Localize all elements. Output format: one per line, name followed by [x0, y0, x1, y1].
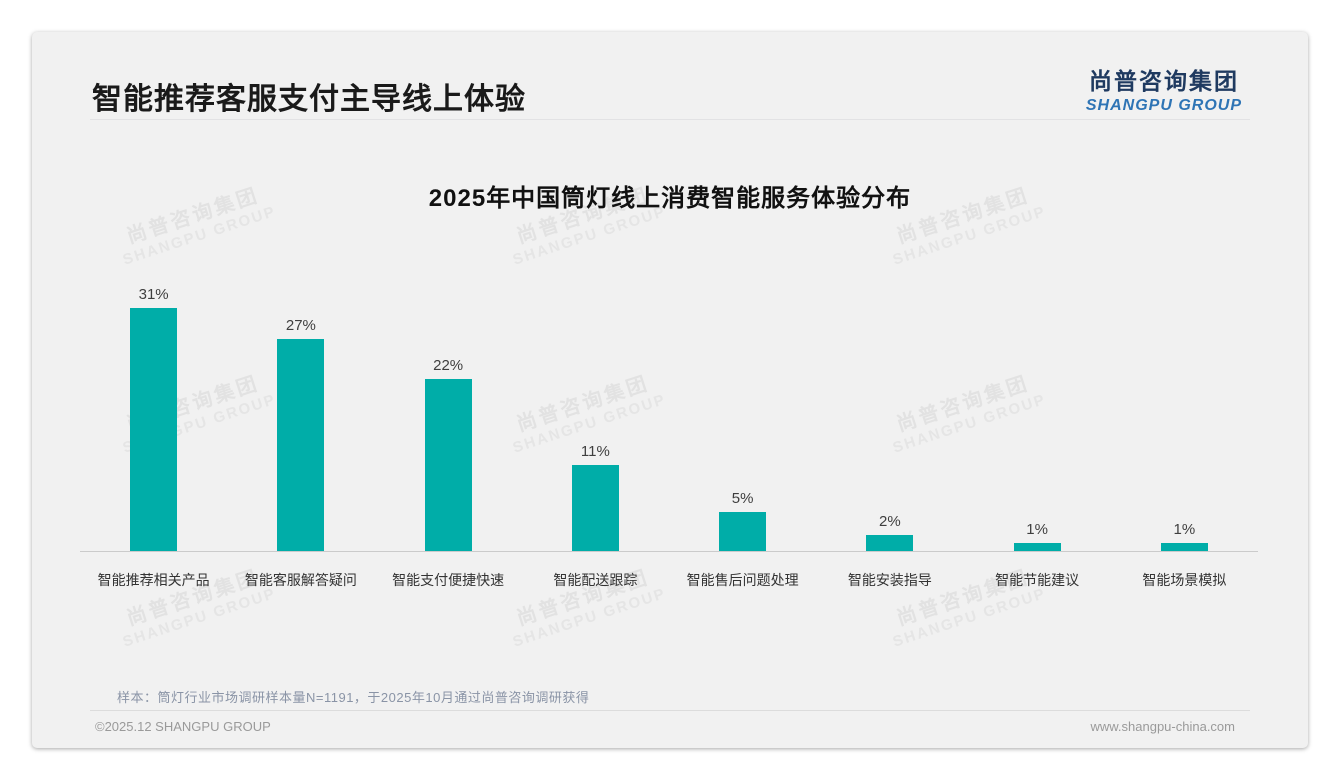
sample-note: 样本：筒灯行业市场调研样本量N=1191，于2025年10月通过尚普咨询调研获得	[117, 690, 590, 705]
logo-english-text: SHANGPU GROUP	[1085, 97, 1242, 114]
category-axis: 智能推荐相关产品 智能客服解答疑问 智能支付便捷快速 智能配送跟踪 智能售后问题处理 智能…	[80, 552, 1258, 590]
page-title: 智能推荐客服支付主导线上体验	[92, 83, 526, 116]
bar	[1013, 543, 1061, 551]
bar-chart-plot: 31% 27% 22% 11% 5% 2% 1% 1%	[80, 272, 1258, 552]
slide-card: 尚普咨询集团 SHANGPU GROUP 尚普咨询集团 SHANGPU GROUP 尚普…	[32, 32, 1308, 748]
bar	[277, 339, 325, 551]
chart-title: 2025年中国筒灯线上消费智能服务体验分布	[428, 185, 912, 212]
bar-value-label: 11%	[580, 443, 610, 460]
bar-value-label: 1%	[1026, 521, 1048, 538]
footer-divider	[90, 710, 1250, 711]
slide-content: 智能推荐客服支付主导线上体验 尚普咨询集团 SHANGPU GROUP 2025…	[32, 32, 1308, 748]
header-divider	[90, 119, 1250, 120]
category-label: 智能配送跟踪	[553, 572, 638, 588]
bar-value-label: 27%	[285, 317, 316, 334]
category-label: 智能客服解答疑问	[244, 572, 357, 588]
copyright-text: ©2025.12 SHANGPU GROUP	[95, 719, 271, 734]
bar-value-label: 5%	[731, 490, 754, 507]
bar-slot: 2%	[816, 513, 963, 551]
bar-slot: 27%	[227, 317, 374, 551]
category-label: 智能安装指导	[847, 572, 932, 588]
category-label: 智能场景模拟	[1142, 572, 1227, 588]
bar-value-label: 31%	[138, 286, 169, 303]
logo-chinese-text: 尚普咨询集团	[1088, 68, 1239, 94]
category-label: 智能支付便捷快速	[392, 572, 505, 588]
category-label: 智能节能建议	[995, 572, 1080, 588]
bar-slot: 22%	[375, 357, 522, 551]
bar-slot: 1%	[1111, 521, 1258, 551]
bar-slot: 1%	[964, 521, 1111, 551]
category-label: 智能售后问题处理	[686, 572, 799, 588]
company-logo: 尚普咨询集团 SHANGPU GROUP	[1086, 62, 1242, 115]
website-text: www.shangpu-china.com	[1090, 719, 1235, 734]
bar-value-label: 1%	[1173, 521, 1196, 538]
footer-bar: ©2025.12 SHANGPU GROUP www.shangpu-china…	[95, 719, 1235, 734]
bar	[424, 379, 472, 551]
bar-value-label: 22%	[433, 357, 464, 374]
bar	[866, 535, 914, 551]
bar-slot: 5%	[669, 490, 816, 551]
category-label: 智能推荐相关产品	[97, 572, 210, 588]
bar-value-label: 2%	[879, 513, 901, 530]
bar	[719, 512, 767, 551]
bar-slot: 31%	[80, 286, 227, 551]
bar	[571, 465, 619, 551]
bar-slot: 11%	[522, 443, 669, 551]
bar	[1160, 543, 1208, 551]
bar	[130, 308, 178, 551]
